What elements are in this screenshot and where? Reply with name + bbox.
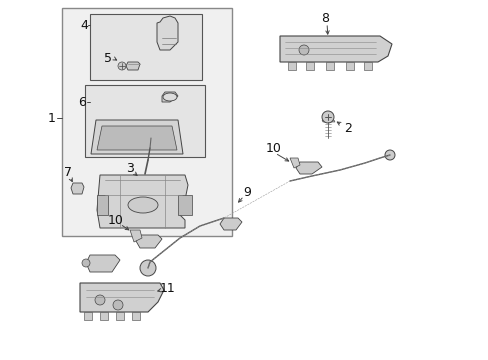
Polygon shape (130, 230, 142, 242)
Circle shape (298, 45, 308, 55)
Circle shape (384, 150, 394, 160)
Text: 1: 1 (48, 112, 56, 125)
Polygon shape (84, 312, 92, 320)
Polygon shape (71, 183, 84, 194)
Text: 9: 9 (243, 185, 250, 198)
Polygon shape (132, 312, 140, 320)
Polygon shape (116, 312, 124, 320)
Bar (90, 14, 202, 80)
Polygon shape (178, 195, 192, 215)
Polygon shape (346, 62, 353, 70)
Polygon shape (280, 36, 391, 62)
Ellipse shape (128, 197, 158, 213)
Text: 6: 6 (78, 95, 86, 108)
Polygon shape (126, 62, 140, 70)
Bar (85, 85, 204, 157)
Circle shape (118, 62, 126, 70)
Circle shape (113, 300, 123, 310)
Text: 10: 10 (265, 141, 282, 154)
Circle shape (95, 295, 105, 305)
Polygon shape (97, 195, 108, 215)
Polygon shape (97, 126, 177, 150)
Text: 10: 10 (108, 213, 123, 226)
Text: 7: 7 (64, 166, 72, 179)
Polygon shape (321, 120, 334, 122)
Polygon shape (295, 162, 321, 174)
Bar (62, 8, 231, 236)
Polygon shape (220, 218, 242, 230)
Text: 2: 2 (344, 122, 351, 135)
Polygon shape (305, 62, 313, 70)
Polygon shape (80, 283, 163, 312)
Polygon shape (325, 62, 333, 70)
Polygon shape (157, 16, 178, 50)
Polygon shape (363, 62, 371, 70)
Polygon shape (287, 62, 295, 70)
Polygon shape (97, 175, 187, 228)
Circle shape (82, 259, 90, 267)
Polygon shape (136, 235, 162, 248)
Polygon shape (100, 312, 108, 320)
Polygon shape (86, 255, 120, 272)
Circle shape (140, 260, 156, 276)
Text: 5: 5 (104, 51, 112, 64)
Text: 8: 8 (320, 12, 328, 24)
Circle shape (321, 111, 333, 123)
Text: 4: 4 (80, 18, 88, 32)
Polygon shape (91, 120, 183, 154)
Text: 11: 11 (160, 282, 176, 294)
Polygon shape (289, 158, 299, 168)
Text: 3: 3 (126, 162, 134, 175)
Polygon shape (162, 92, 178, 102)
Ellipse shape (163, 93, 177, 101)
